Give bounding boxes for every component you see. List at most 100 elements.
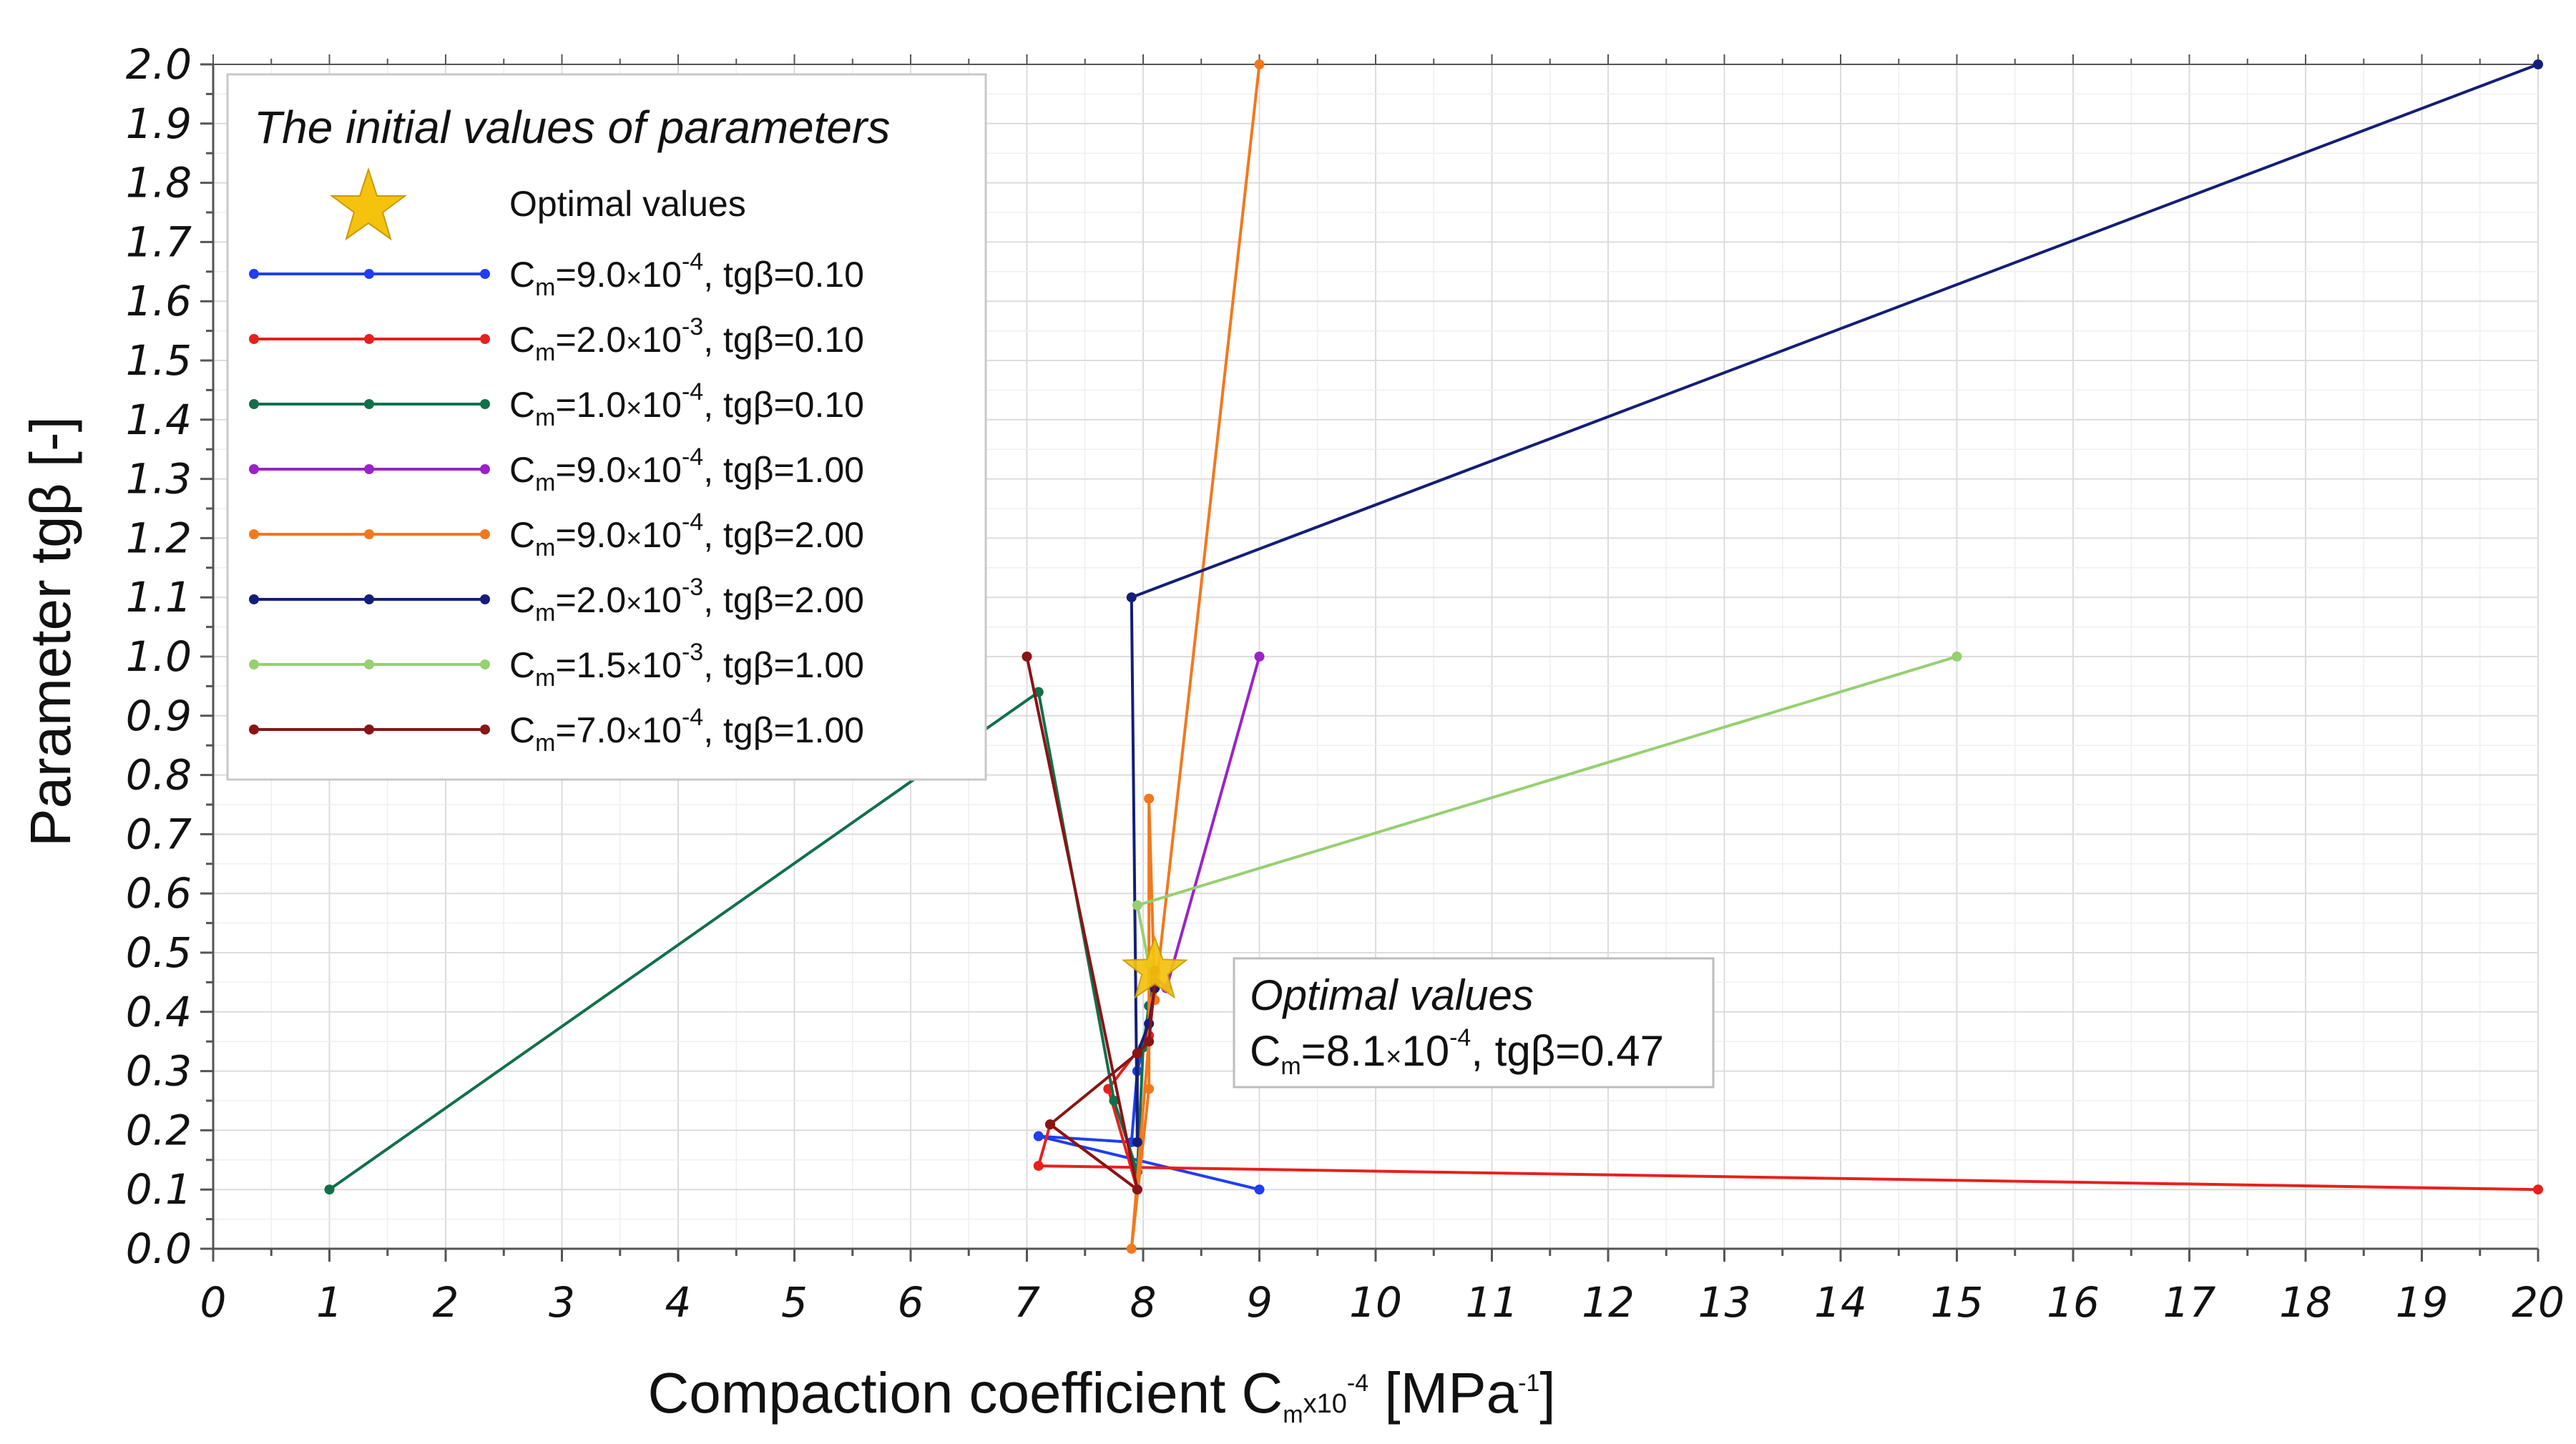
legend-label-part: × <box>626 458 642 488</box>
x-axis-title-prefix: Compaction coefficient C <box>647 1361 1283 1425</box>
x-tick-label: 18 <box>2279 1278 2332 1327</box>
legend-swatch-point <box>480 725 490 735</box>
legend-swatch-point <box>249 464 259 474</box>
legend-label-part: × <box>626 263 642 293</box>
legend-entry: Cm=1.5×10-3, tgβ=1.00 <box>249 639 864 692</box>
legend-label-part: 10 <box>642 320 682 360</box>
legend-label: Cm=2.0×10-3, tgβ=2.00 <box>509 574 864 627</box>
legend-label-part: m <box>535 730 555 757</box>
legend-label-part: =1.5 <box>555 645 626 685</box>
data-point <box>1126 1244 1137 1254</box>
legend-swatch-point <box>480 659 490 669</box>
legend-label-part: , tgβ=1.00 <box>703 450 864 490</box>
data-point <box>2533 1184 2543 1195</box>
y-tick-label: 1.8 <box>126 159 192 207</box>
legend: The initial values of parameters Optimal… <box>226 73 987 781</box>
x-tick-label: 9 <box>1246 1278 1273 1327</box>
ann-sup: -4 <box>1449 1024 1471 1051</box>
y-tick-label: 0.5 <box>126 928 192 977</box>
data-point <box>1132 1136 1142 1147</box>
legend-label-part: -4 <box>682 704 703 731</box>
x-tick-labels: 0 1 2 3 4 5 6 7 8 9 10 11 12 13 14 15 16 17 18 19 20 <box>200 1278 2565 1327</box>
legend-label-part: =2.0 <box>555 320 626 360</box>
legend-swatch-point <box>364 269 374 279</box>
y-tick-label: 0.3 <box>126 1047 192 1096</box>
legend-swatch-point <box>480 464 490 474</box>
legend-entry: Cm=2.0×10-3, tgβ=0.10 <box>249 313 864 366</box>
legend-label-part: × <box>626 328 642 358</box>
legend-swatch-point <box>249 269 259 279</box>
legend-label-part: m <box>535 664 555 692</box>
x-axis-title-sup: -4 <box>1347 1370 1368 1397</box>
data-point <box>1022 652 1032 662</box>
legend-label: Cm=7.0×10-4, tgβ=1.00 <box>509 704 864 757</box>
y-tick-label: 1.6 <box>126 277 192 325</box>
legend-swatch-point <box>364 399 374 409</box>
data-point <box>1144 793 1155 804</box>
legend-label-part: 10 <box>642 580 682 620</box>
ann-mid: =8.1 <box>1301 1027 1386 1075</box>
y-tick-label: 0.2 <box>126 1106 192 1154</box>
legend-swatch-point <box>480 399 490 409</box>
legend-swatch-point <box>364 334 374 344</box>
optimal-star-icon <box>1121 935 1188 999</box>
legend-label-part: 10 <box>642 710 682 750</box>
legend-label-part: C <box>509 515 535 555</box>
x-tick-label: 0 <box>200 1278 227 1327</box>
data-point <box>1126 592 1137 603</box>
x-tick-label: 17 <box>2163 1278 2216 1327</box>
series-line <box>1153 656 1261 990</box>
x-tick-label: 14 <box>1814 1278 1867 1327</box>
legend-swatch-point <box>364 725 374 735</box>
legend-optimal-label: Optimal values <box>509 184 746 224</box>
legend-label-part: -3 <box>682 313 703 340</box>
data-point <box>1254 59 1265 69</box>
legend-label-part: , tgβ=1.00 <box>703 645 864 685</box>
x-tick-label: 2 <box>433 1278 459 1327</box>
legend-star-icon <box>329 167 408 241</box>
legend-swatch-point <box>249 399 259 409</box>
x-tick-label: 5 <box>781 1278 808 1327</box>
legend-swatch-point <box>480 594 490 604</box>
legend-label-part: 10 <box>642 255 682 295</box>
x-axis-title-unit-sup: -1 <box>1518 1370 1539 1397</box>
legend-label-part: =9.0 <box>555 255 626 295</box>
legend-label-part: =1.0 <box>555 385 626 425</box>
legend-swatch-point <box>249 334 259 344</box>
annotation-box <box>1233 957 1715 1089</box>
legend-entry: Cm=9.0×10-4, tgβ=0.10 <box>249 248 864 301</box>
legend-swatch-point <box>480 529 490 539</box>
legend-label-part: , tgβ=2.00 <box>703 580 864 620</box>
legend-label-part: × <box>626 719 642 749</box>
data-point <box>1132 1048 1142 1059</box>
data-point <box>1045 1119 1055 1130</box>
x-tick-label: 10 <box>1349 1278 1402 1327</box>
y-tick-label: 0.0 <box>126 1224 192 1273</box>
data-point <box>1254 1184 1265 1195</box>
legend-label-part: =9.0 <box>555 450 626 490</box>
legend-label: Cm=9.0×10-4, tgβ=2.00 <box>509 509 864 561</box>
x-axis-title: Compaction coefficient Cmx10-4 [MPa-1] <box>647 1361 1555 1428</box>
annotation-text: Cm=8.1×10-4, tgβ=0.47 <box>1250 1024 1664 1080</box>
legend-label-part: =7.0 <box>555 710 626 750</box>
legend-label-part: -3 <box>682 574 703 601</box>
data-point <box>1033 1161 1044 1172</box>
legend-label-part: -4 <box>682 248 703 275</box>
legend-label-part: , tgβ=0.10 <box>703 255 864 295</box>
legend-label-part: C <box>509 320 535 360</box>
legend-swatch-point <box>364 529 374 539</box>
annotation-title: Optimal values <box>1250 971 1534 1019</box>
legend-label-part: m <box>535 599 555 627</box>
legend-label-part: m <box>535 469 555 496</box>
legend-label-part: C <box>509 645 535 685</box>
x-tick-label: 13 <box>1698 1278 1751 1327</box>
legend-label: Cm=1.5×10-3, tgβ=1.00 <box>509 639 864 692</box>
legend-label-part: m <box>535 339 555 366</box>
y-tick-label: 1.1 <box>126 573 192 622</box>
legend-label-part: -4 <box>682 509 703 536</box>
legend-label-part: × <box>626 524 642 554</box>
optimal-annotation: Optimal values Cm=8.1×10-4, tgβ=0.47 <box>1233 957 1715 1089</box>
legend-label-part: × <box>626 393 642 423</box>
legend-label-part: m <box>535 274 555 301</box>
